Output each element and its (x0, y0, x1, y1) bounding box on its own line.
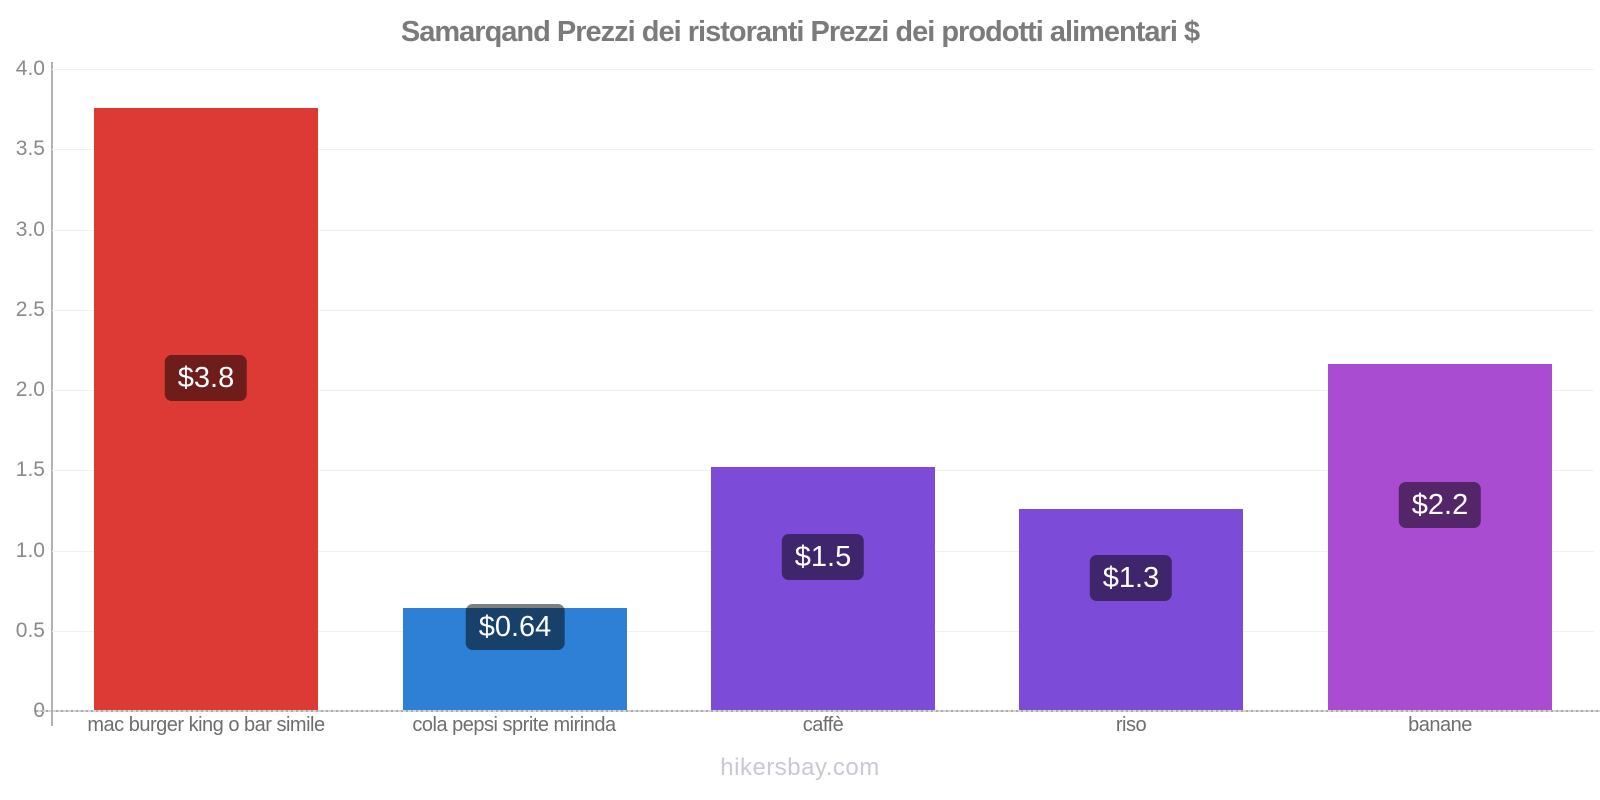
gridline (52, 149, 1594, 150)
y-axis-tick-label: 2.0 (15, 378, 45, 401)
x-axis-label: caffè (802, 714, 844, 736)
bar: $1.5 (711, 467, 935, 711)
y-axis-tick-label: 1.5 (15, 458, 45, 481)
x-axis-label: cola pepsi sprite mirinda (412, 714, 616, 736)
y-axis-tick-label: 3.5 (15, 137, 45, 160)
y-axis-tick-label: 0.5 (15, 619, 45, 642)
bar: $2.2 (1328, 364, 1552, 711)
bar: $0.64 (403, 604, 627, 711)
y-axis-tick-label: 1.0 (15, 539, 45, 562)
y-axis-tick-label: 3.0 (15, 218, 45, 241)
x-axis-label: banane (1408, 714, 1472, 736)
bar: $3.8 (94, 108, 318, 711)
y-axis-tick-label: 2.5 (15, 298, 45, 321)
y-axis-tick-label: 4.0 (15, 57, 45, 80)
watermark: hikersbay.com (720, 754, 880, 781)
gridline (52, 230, 1594, 231)
bar-value-badge: $3.8 (164, 355, 248, 401)
chart-title: Samarqand Prezzi dei ristoranti Prezzi d… (400, 16, 1200, 48)
gridline (52, 69, 1594, 70)
bar-value-badge: $1.3 (1089, 555, 1173, 601)
x-axis-label: mac burger king o bar simile (87, 714, 325, 736)
bar-value-badge: $1.5 (781, 534, 865, 580)
y-axis-line (51, 62, 53, 726)
gridline (52, 390, 1594, 391)
x-axis-label: riso (1115, 714, 1147, 736)
bar: $1.3 (1019, 509, 1243, 711)
gridline (52, 310, 1594, 311)
bar-value-badge: $2.2 (1398, 482, 1482, 528)
x-axis-line (36, 710, 1600, 712)
bar-value-badge: $0.64 (465, 604, 565, 650)
